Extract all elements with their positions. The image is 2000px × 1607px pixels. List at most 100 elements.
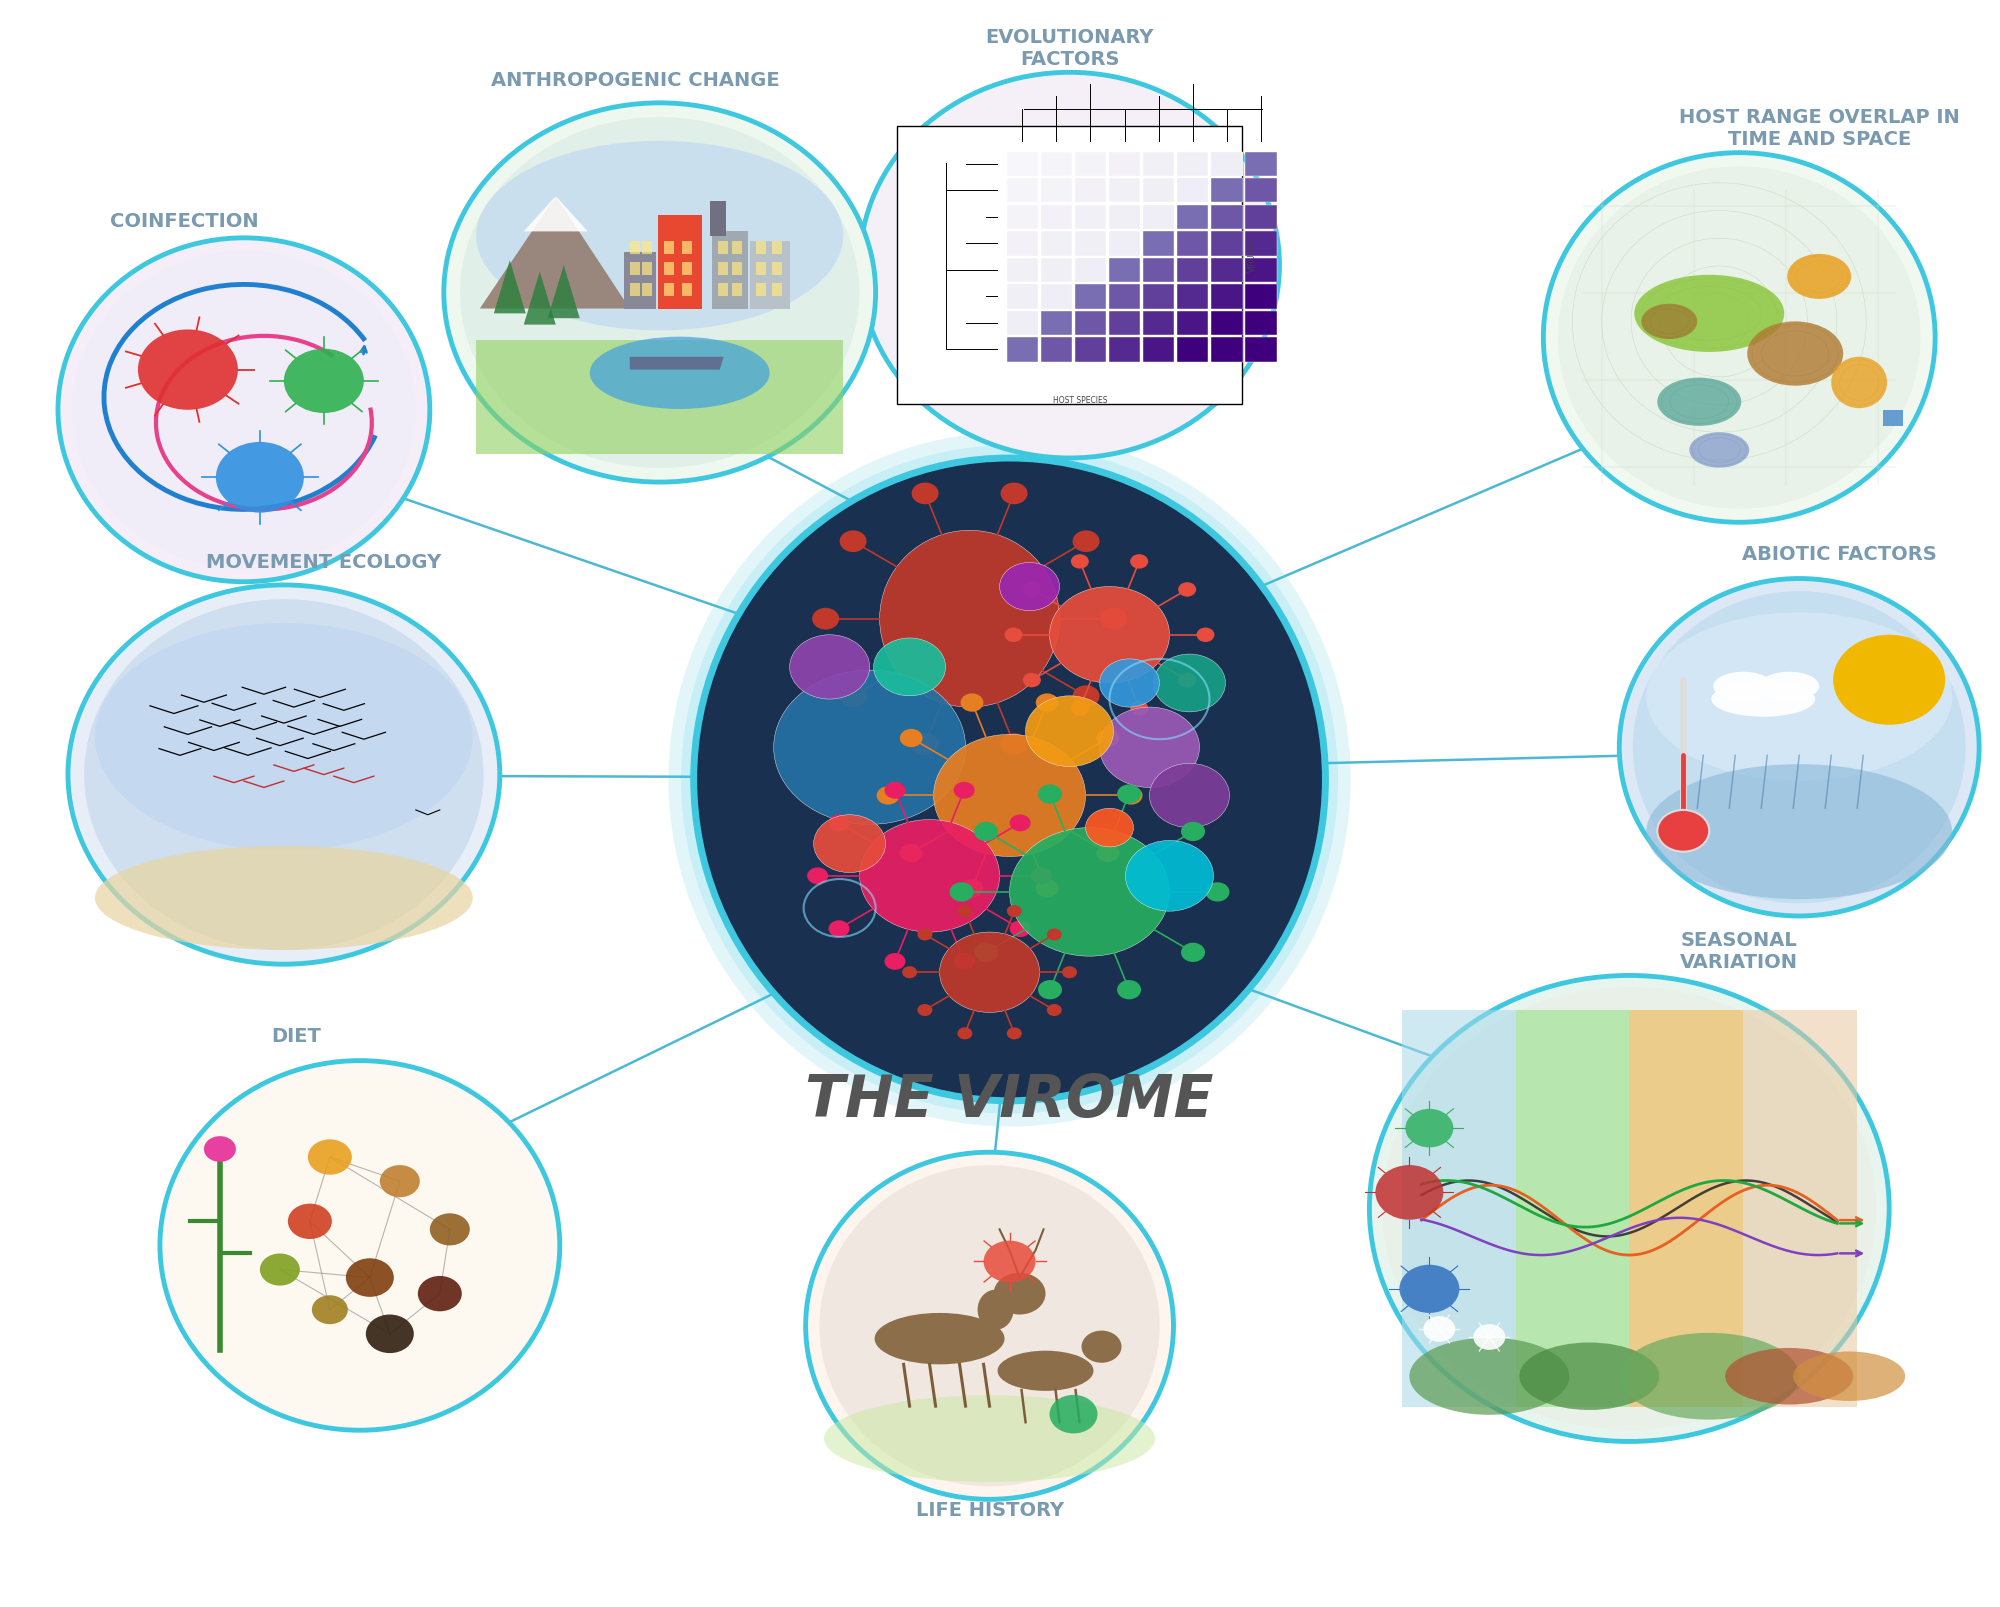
Polygon shape <box>548 265 580 318</box>
Circle shape <box>876 786 900 805</box>
Circle shape <box>284 349 364 413</box>
Circle shape <box>312 1295 348 1324</box>
Bar <box>1040 337 1072 362</box>
Ellipse shape <box>1126 840 1214 911</box>
Ellipse shape <box>940 932 1040 1012</box>
Polygon shape <box>630 357 724 370</box>
Circle shape <box>1178 582 1196 596</box>
Circle shape <box>1118 784 1142 804</box>
Bar <box>1212 284 1242 309</box>
Circle shape <box>216 442 304 513</box>
Bar <box>1212 231 1242 256</box>
Ellipse shape <box>1150 763 1230 828</box>
Ellipse shape <box>476 141 844 331</box>
Circle shape <box>900 844 922 861</box>
Bar <box>1040 231 1072 256</box>
Ellipse shape <box>1050 587 1170 683</box>
Bar <box>732 241 742 254</box>
Ellipse shape <box>1410 1337 1570 1414</box>
Bar <box>1074 151 1106 177</box>
Circle shape <box>902 966 918 979</box>
Bar <box>1402 1011 1516 1406</box>
Bar <box>658 215 702 309</box>
Bar <box>624 252 656 309</box>
Text: ANTHROPOGENIC CHANGE: ANTHROPOGENIC CHANGE <box>492 71 780 90</box>
Bar <box>1142 204 1174 230</box>
Circle shape <box>1038 980 1062 1000</box>
Bar <box>1212 337 1242 362</box>
Bar <box>1108 284 1140 309</box>
Bar <box>1246 231 1276 256</box>
Circle shape <box>1182 943 1206 963</box>
Polygon shape <box>524 272 556 325</box>
Circle shape <box>828 921 850 937</box>
Ellipse shape <box>68 585 500 964</box>
Bar <box>1040 310 1072 336</box>
Bar <box>1516 1011 1630 1406</box>
Bar <box>1178 204 1208 230</box>
Text: ABIOTIC FACTORS: ABIOTIC FACTORS <box>1742 545 1936 564</box>
Bar <box>1178 257 1208 283</box>
Circle shape <box>1006 1027 1022 1040</box>
Bar <box>1246 310 1276 336</box>
Ellipse shape <box>790 635 870 699</box>
Bar <box>682 283 692 296</box>
Circle shape <box>884 953 906 971</box>
Circle shape <box>1082 1331 1122 1363</box>
Circle shape <box>974 821 998 840</box>
Ellipse shape <box>1634 275 1784 352</box>
Circle shape <box>900 730 922 747</box>
Bar <box>1246 284 1276 309</box>
Circle shape <box>1032 868 1052 884</box>
Bar <box>664 262 674 275</box>
Circle shape <box>1050 1395 1098 1433</box>
Ellipse shape <box>1154 654 1226 712</box>
Bar <box>1040 178 1072 202</box>
Circle shape <box>912 733 938 755</box>
Circle shape <box>808 868 828 884</box>
Bar <box>1108 337 1140 362</box>
Bar <box>1178 337 1208 362</box>
Circle shape <box>884 781 906 799</box>
Bar <box>1006 284 1038 309</box>
Bar <box>664 283 674 296</box>
Bar <box>1006 257 1038 283</box>
Polygon shape <box>494 260 526 313</box>
Bar <box>1006 337 1038 362</box>
Ellipse shape <box>806 1152 1174 1499</box>
Text: SEASONAL
VARIATION: SEASONAL VARIATION <box>1680 930 1798 972</box>
Text: HOST RANGE OVERLAP IN
TIME AND SPACE: HOST RANGE OVERLAP IN TIME AND SPACE <box>1678 108 1960 149</box>
Circle shape <box>1658 810 1710 852</box>
Bar <box>630 241 640 254</box>
Bar <box>1142 337 1174 362</box>
Circle shape <box>1036 693 1058 712</box>
Bar <box>712 231 748 309</box>
Bar <box>1074 310 1106 336</box>
Circle shape <box>950 882 974 902</box>
Circle shape <box>840 530 866 553</box>
Bar <box>1142 151 1174 177</box>
Ellipse shape <box>694 458 1326 1101</box>
Circle shape <box>1006 905 1022 918</box>
FancyBboxPatch shape <box>898 127 1242 403</box>
Bar <box>682 241 692 254</box>
Ellipse shape <box>1726 1348 1854 1405</box>
Circle shape <box>1010 921 1030 937</box>
Ellipse shape <box>1658 378 1742 426</box>
Bar <box>772 283 782 296</box>
Circle shape <box>1424 1316 1456 1342</box>
Text: VIRUSES: VIRUSES <box>1248 239 1256 272</box>
Text: DIET: DIET <box>270 1027 320 1046</box>
Bar <box>1074 204 1106 230</box>
Circle shape <box>430 1213 470 1245</box>
Ellipse shape <box>860 820 1000 932</box>
Circle shape <box>1004 627 1022 643</box>
Circle shape <box>1206 882 1230 902</box>
Bar <box>1246 178 1276 202</box>
Circle shape <box>1000 482 1028 505</box>
Circle shape <box>1376 1165 1444 1220</box>
Bar <box>1040 204 1072 230</box>
Circle shape <box>346 1258 394 1297</box>
Circle shape <box>960 879 984 898</box>
Bar <box>1040 151 1072 177</box>
